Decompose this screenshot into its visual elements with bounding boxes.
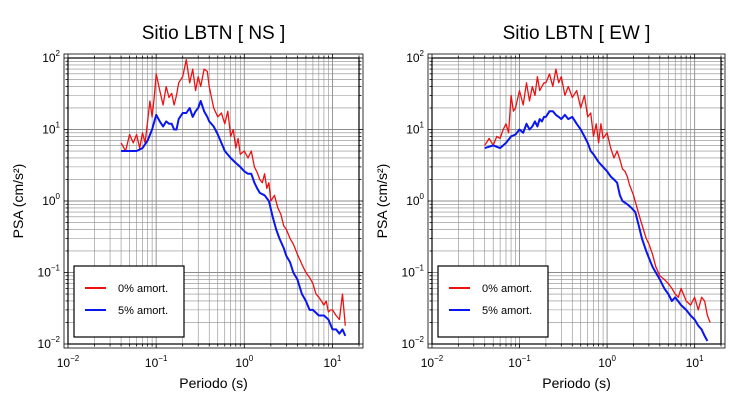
y-axis-label: PSA (cm/s²) [10,164,26,239]
y-axis-label: PSA (cm/s²) [374,164,390,239]
y-tick-label: 101 [406,121,424,137]
x-axis-label: Periodo (s) [542,375,610,391]
chart-panel-ns: Sitio LBTN [ NS ] 10−2 10−1 100 101 10−2 10−1 1… [10,23,364,391]
legend-box [437,265,549,338]
x-tick-label: 10−1 [145,354,168,370]
x-axis-label: Periodo (s) [179,375,247,391]
series-line-0pct [484,68,711,323]
tick-marks [64,54,363,348]
legend-label-0pct: 0% amort. [482,283,532,295]
x-tick-label: 101 [324,354,342,370]
chart-title: Sitio LBTN [ EW ] [503,23,651,44]
y-tick-label: 10−2 [402,335,425,351]
x-tick-label: 10−2 [421,354,444,370]
legend-label-5pct: 5% amort. [118,305,168,317]
series-line-5pct [121,100,347,337]
legend-box [73,265,185,338]
y-tick-label: 102 [42,49,60,65]
tick-marks [428,54,725,348]
y-tick-label: 102 [406,49,424,65]
y-tick-label: 10−2 [38,335,61,351]
series-line-5pct [484,110,709,342]
x-tick-label: 101 [686,354,704,370]
x-tick-label: 100 [235,354,253,370]
legend: 0% amort. 5% amort. [437,265,549,338]
x-tick-label: 10−2 [57,354,80,370]
legend-label-0pct: 0% amort. [118,283,168,295]
y-tick-label: 100 [406,192,424,208]
legend: 0% amort. 5% amort. [73,265,185,338]
chart-title: Sitio LBTN [ NS ] [142,23,286,44]
chart-panel-ew: Sitio LBTN [ EW ] 10−2 10−1 100 101 10−2 10−1 1… [374,23,726,391]
y-tick-label: 100 [42,192,60,208]
series-line-0pct [120,58,346,326]
y-tick-label: 10−1 [402,264,425,280]
y-tick-label: 101 [42,121,60,137]
x-tick-label: 10−1 [508,354,531,370]
legend-label-5pct: 5% amort. [482,305,532,317]
y-tick-label: 10−1 [38,264,61,280]
x-tick-label: 100 [598,354,616,370]
